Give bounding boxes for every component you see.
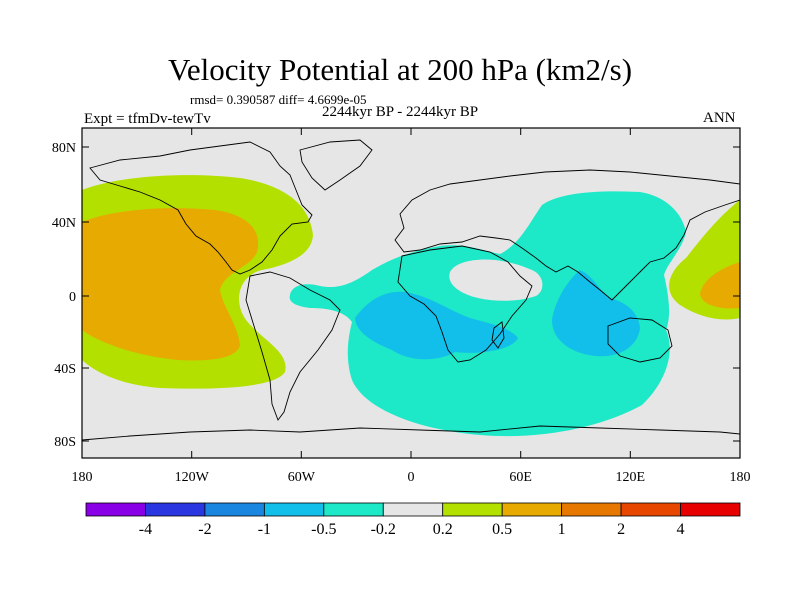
colorbar-label: 2	[617, 521, 625, 538]
colorbar-swatch	[442, 502, 503, 517]
eastern-negative-weak-region	[289, 191, 686, 437]
colorbar-swatch	[85, 502, 146, 517]
colorbar-swatch	[680, 502, 741, 517]
lon-label: 60E	[509, 470, 532, 485]
colorbar-label: -1	[258, 521, 271, 538]
indian-ocean-negative-mid-region	[552, 270, 640, 357]
map-title: Velocity Potential at 200 hPa (km2/s)	[167, 52, 633, 87]
colorbar-label: 0.2	[433, 521, 453, 538]
colorbar-label: -4	[139, 521, 152, 538]
colorbar-swatch	[561, 502, 622, 517]
colorbar-swatch	[501, 502, 563, 517]
lat-label: 0	[69, 290, 76, 305]
colorbar-swatch	[145, 502, 206, 517]
lon-label: 120E	[616, 470, 646, 485]
colorbar-label: -2	[198, 521, 211, 538]
lat-label: 40N	[52, 216, 76, 231]
lon-label: 60W	[288, 470, 316, 485]
colorbar-swatch	[204, 502, 265, 517]
season-label: ANN	[703, 110, 736, 126]
colorbar-swatch	[323, 502, 384, 517]
map-panel	[82, 128, 740, 458]
coastlines	[82, 139, 740, 458]
colorbar-label: 0.5	[492, 521, 512, 538]
colorbar-label: -0.2	[371, 521, 396, 538]
latitude-axis: 80N 40N 0 40S 80S	[52, 141, 740, 450]
colorbar-swatch	[263, 502, 325, 517]
colorbar-swatch	[382, 502, 444, 517]
lon-label: 120W	[175, 470, 210, 485]
period-label: 2244kyr BP - 2244kyr BP	[322, 104, 479, 120]
lon-label: 180	[730, 470, 751, 485]
lat-label: 40S	[54, 362, 76, 377]
longitude-axis: 180 120W 60W 0 60E 120E 180	[72, 128, 751, 485]
colorbar-swatch	[620, 502, 681, 517]
pacific-positive-mid-region	[82, 208, 259, 361]
stats-line: rmsd= 0.390587 diff= 4.6699e-05	[190, 92, 367, 107]
colorbar: -4 -2 -1 -0.5 -0.2 0.2 0.5 1 2 4	[85, 502, 741, 538]
colorbar-label: 1	[558, 521, 566, 538]
colorbar-label: -0.5	[311, 521, 336, 538]
africa-negative-mid-region	[355, 291, 518, 360]
lat-label: 80S	[54, 435, 76, 450]
west-pacific-positive-mid-region	[700, 262, 740, 309]
experiment-label: Expt = tfmDv-tewTv	[84, 111, 211, 127]
lat-label: 80N	[52, 141, 76, 156]
lon-label: 0	[408, 470, 415, 485]
colorbar-label: 4	[677, 521, 685, 538]
north-africa-neutral-region	[449, 259, 543, 301]
lon-label: 180	[72, 470, 93, 485]
